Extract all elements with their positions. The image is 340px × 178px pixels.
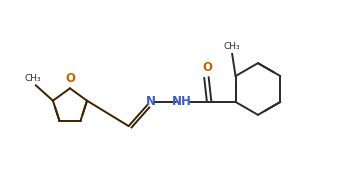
Text: N: N xyxy=(146,95,156,108)
Text: CH₃: CH₃ xyxy=(24,74,41,83)
Text: NH: NH xyxy=(172,95,192,108)
Text: CH₃: CH₃ xyxy=(224,42,240,51)
Text: O: O xyxy=(202,61,212,74)
Text: O: O xyxy=(66,72,76,85)
